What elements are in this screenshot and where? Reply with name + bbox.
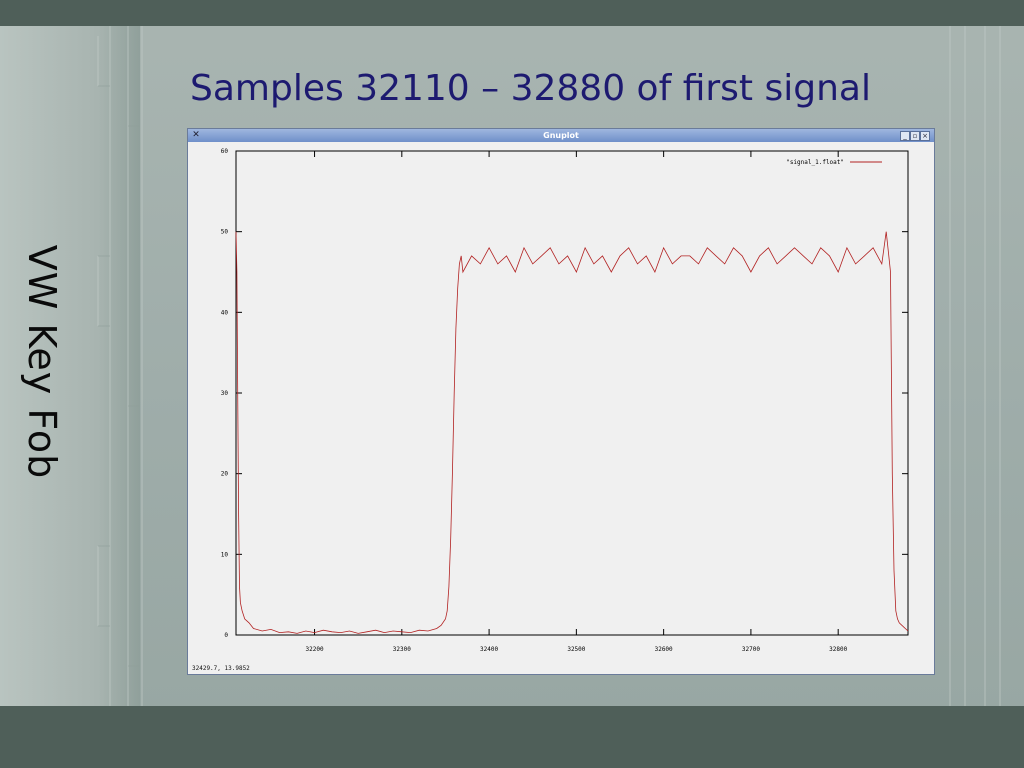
x-icon[interactable]: ✕ <box>192 130 200 140</box>
plot-area[interactable]: 0 10 20 30 40 50 60 32200 32300 32400 32500 32600 32… <box>188 142 934 662</box>
x-tick-label: 32300 <box>393 646 411 653</box>
plot-frame <box>235 150 909 636</box>
y-tick-label: 20 <box>221 471 229 478</box>
legend-label: "signal_1.float" <box>786 159 844 166</box>
x-tick-label: 32200 <box>306 646 324 653</box>
gnuplot-window[interactable]: ✕ Gnuplot _ ▫ × 0 10 20 30 40 50 60 32200 32300 3… <box>187 128 935 675</box>
x-tick-label: 32600 <box>655 646 673 653</box>
bottom-bar <box>0 706 1024 768</box>
x-tick-label: 32400 <box>480 646 498 653</box>
x-tick-label: 32700 <box>742 646 760 653</box>
decorative-lines <box>97 26 1001 706</box>
y-tick-label: 50 <box>221 229 229 236</box>
slide-title: Samples 32110 – 32880 of first signal <box>190 68 871 109</box>
window-title: Gnuplot <box>543 131 579 140</box>
y-tick-label: 10 <box>221 551 229 558</box>
coordinate-readout: 32429.7, 13.9852 <box>192 665 250 672</box>
window-titlebar[interactable]: ✕ Gnuplot _ ▫ × <box>188 129 934 142</box>
left-panel <box>0 26 140 706</box>
close-button[interactable]: × <box>920 131 930 141</box>
side-title: VW Key Fob <box>20 244 64 480</box>
x-tick-label: 32800 <box>829 646 847 653</box>
y-tick-label: 60 <box>221 148 229 155</box>
series-line-signal <box>235 231 909 634</box>
y-tick-label: 30 <box>221 390 229 397</box>
y-tick-label: 0 <box>224 632 228 639</box>
top-bar <box>0 0 1024 26</box>
minimize-button[interactable]: _ <box>900 131 910 141</box>
x-tick-label: 32500 <box>567 646 585 653</box>
maximize-button[interactable]: ▫ <box>910 131 920 141</box>
y-tick-label: 40 <box>221 309 229 316</box>
